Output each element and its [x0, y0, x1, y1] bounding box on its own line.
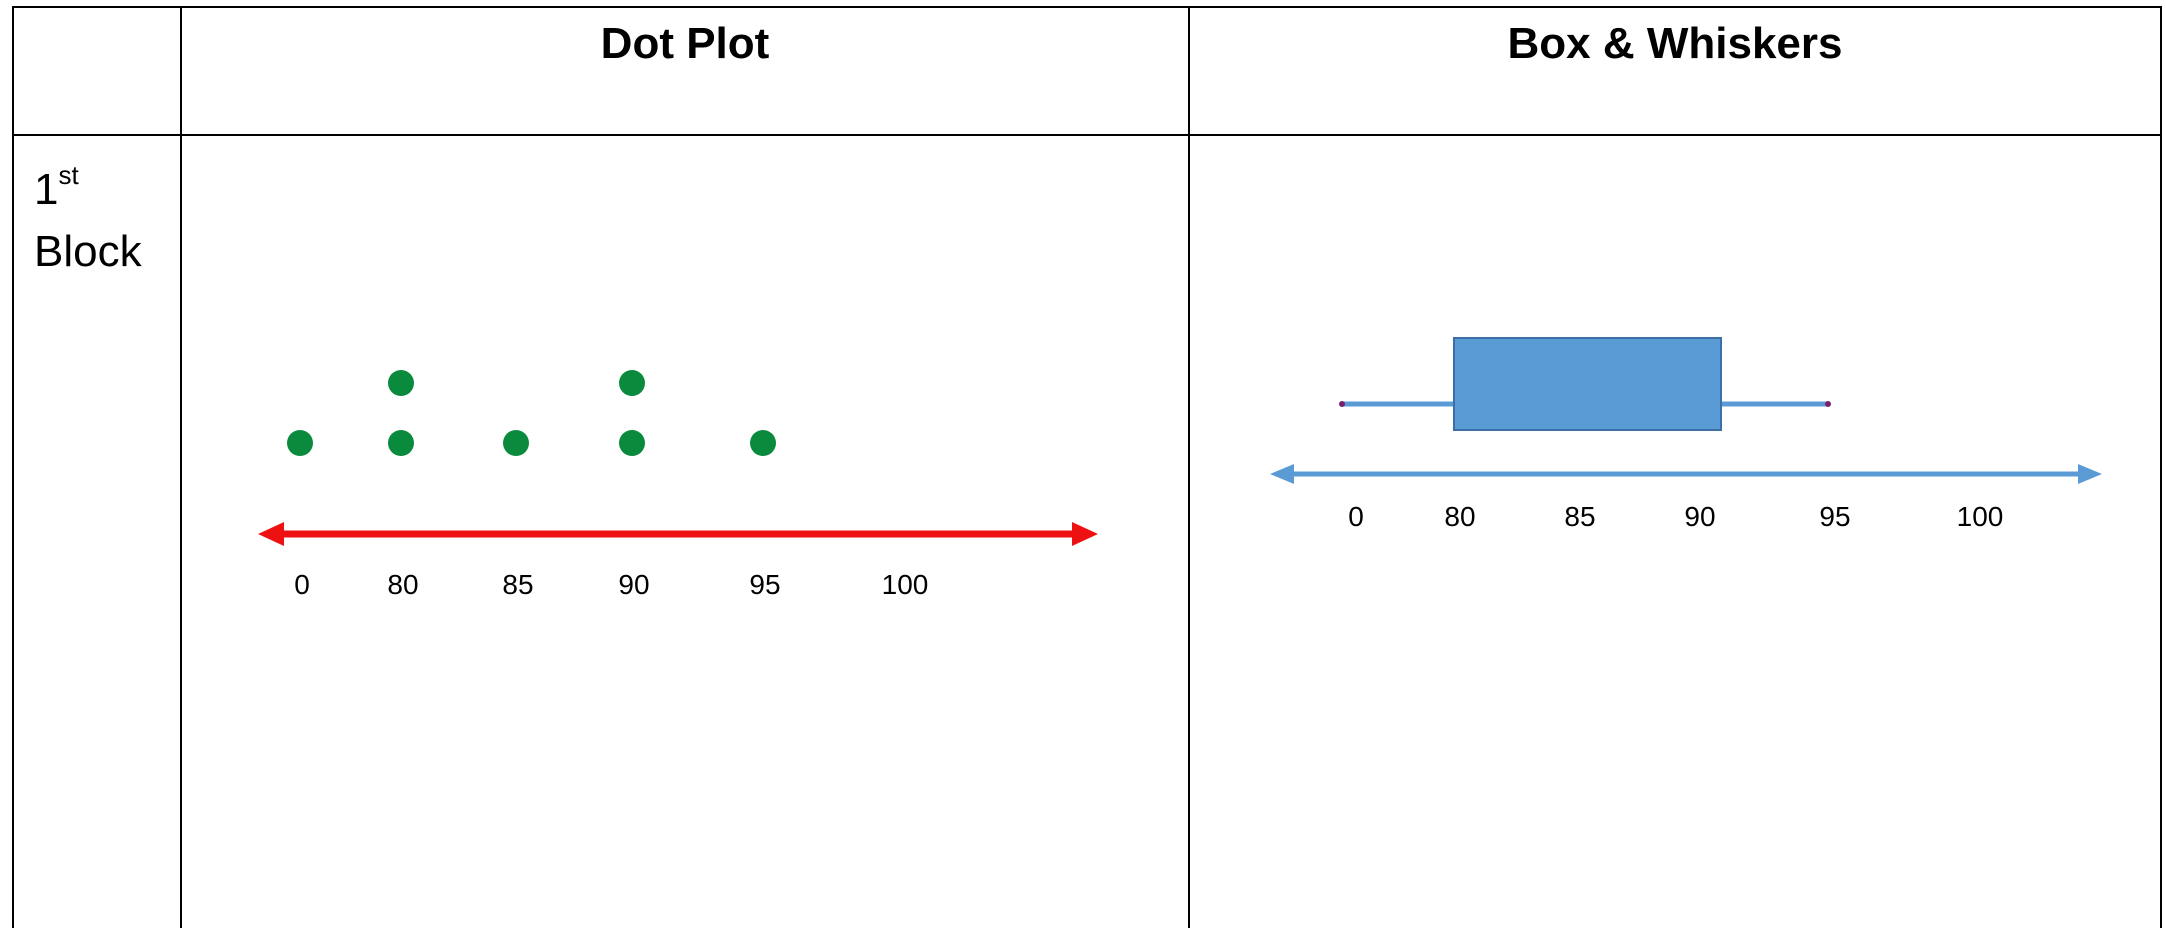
box-plot-min-point	[1339, 401, 1345, 407]
dot-plot-point	[287, 430, 313, 456]
box-plot-tick-label: 80	[1444, 501, 1475, 532]
row-label-number: 1	[34, 165, 59, 214]
dot-plot-point	[750, 430, 776, 456]
table-top-border	[12, 6, 2162, 8]
dot-plot-tick-label: 80	[387, 569, 418, 600]
dot-plot-chart: 0 80 85 90 95 100	[258, 370, 1098, 600]
row-label-1st-block: 1st Block	[34, 144, 142, 283]
box-plot-tick-label: 0	[1348, 501, 1364, 532]
dot-plot-point	[388, 370, 414, 396]
table-right-border	[2160, 6, 2162, 928]
table-left-border	[12, 6, 14, 928]
data-table: Dot Plot Box & Whiskers 1st Block	[12, 6, 2162, 928]
header-box-whiskers: Box & Whiskers	[1507, 19, 1843, 68]
dot-plot-point	[619, 370, 645, 396]
box-plot-box	[1453, 337, 1722, 431]
box-plot-axis-left-arrow	[1270, 464, 1294, 484]
box-plot-tick-label: 90	[1684, 501, 1715, 532]
box-plot-max-point	[1825, 401, 1831, 407]
dot-plot-axis-right-arrow	[1072, 522, 1098, 546]
row-label-suffix: st	[58, 160, 79, 190]
box-plot-tick-label: 85	[1564, 501, 1595, 532]
row-label-word: Block	[34, 227, 142, 276]
dot-plot-tick-label: 100	[882, 569, 929, 600]
box-plot-axis-right-arrow	[2078, 464, 2102, 484]
dot-plot-point	[619, 430, 645, 456]
table-col2-divider	[1188, 6, 1190, 928]
dot-plot-tick-label: 90	[618, 569, 649, 600]
dot-plot-tick-label: 85	[502, 569, 533, 600]
box-plot-tick-label: 100	[1957, 501, 2004, 532]
table-col1-divider	[180, 6, 182, 928]
dot-plot-point	[388, 430, 414, 456]
dot-plot-axis-left-arrow	[258, 522, 284, 546]
dot-plot-tick-label: 0	[294, 569, 310, 600]
header-dot-plot: Dot Plot	[600, 19, 770, 68]
box-whiskers-chart: 0 80 85 90 95 100	[1270, 337, 2102, 532]
box-plot-tick-label: 95	[1819, 501, 1850, 532]
dot-plot-tick-label: 95	[749, 569, 780, 600]
table-header-divider	[12, 134, 2162, 136]
dot-plot-point	[503, 430, 529, 456]
